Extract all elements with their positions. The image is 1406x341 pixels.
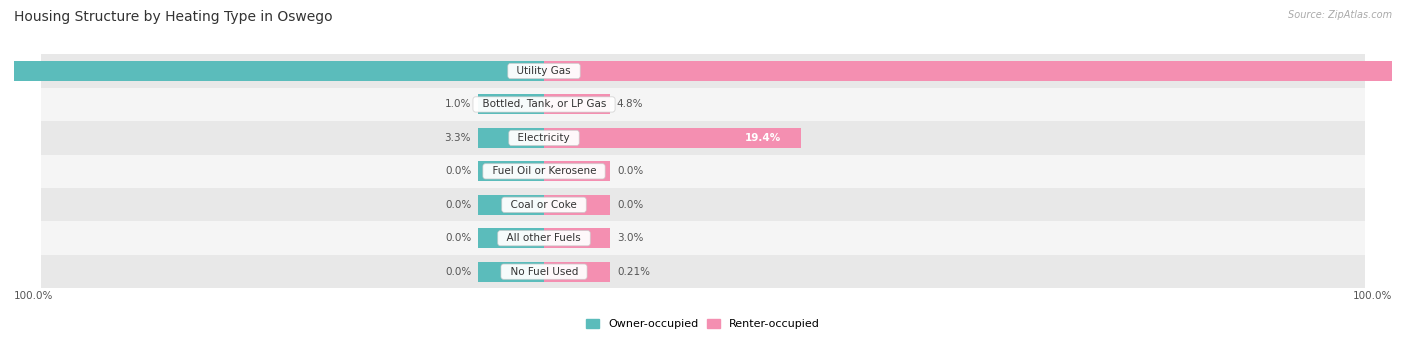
Text: 0.0%: 0.0%: [444, 166, 471, 176]
Text: 100.0%: 100.0%: [1353, 291, 1392, 301]
Bar: [41, 222, 1365, 255]
Text: 0.21%: 0.21%: [617, 267, 650, 277]
Text: 0.0%: 0.0%: [444, 200, 471, 210]
Bar: [544, 161, 610, 181]
Text: 1.0%: 1.0%: [444, 100, 471, 109]
Text: 19.4%: 19.4%: [745, 133, 782, 143]
Text: Utility Gas: Utility Gas: [510, 66, 578, 76]
Text: 3.0%: 3.0%: [617, 233, 644, 243]
Text: 0.0%: 0.0%: [617, 166, 643, 176]
Text: 0.0%: 0.0%: [444, 267, 471, 277]
Bar: [478, 262, 544, 282]
Text: 100.0%: 100.0%: [14, 291, 53, 301]
Bar: [544, 228, 610, 248]
Bar: [478, 161, 544, 181]
Bar: [478, 228, 544, 248]
Bar: [0, 61, 544, 81]
Legend: Owner-occupied, Renter-occupied: Owner-occupied, Renter-occupied: [581, 314, 825, 333]
Bar: [41, 188, 1365, 222]
Bar: [544, 128, 801, 148]
Bar: [478, 128, 544, 148]
Text: Source: ZipAtlas.com: Source: ZipAtlas.com: [1288, 10, 1392, 20]
Text: All other Fuels: All other Fuels: [501, 233, 588, 243]
Text: 4.8%: 4.8%: [617, 100, 644, 109]
Text: 0.0%: 0.0%: [444, 233, 471, 243]
Bar: [41, 54, 1365, 88]
Text: No Fuel Used: No Fuel Used: [503, 267, 585, 277]
Text: Bottled, Tank, or LP Gas: Bottled, Tank, or LP Gas: [475, 100, 613, 109]
Text: Coal or Coke: Coal or Coke: [505, 200, 583, 210]
Text: 0.0%: 0.0%: [617, 200, 643, 210]
Bar: [544, 262, 610, 282]
Bar: [478, 94, 544, 115]
Text: Electricity: Electricity: [512, 133, 576, 143]
Bar: [41, 154, 1365, 188]
Bar: [41, 121, 1365, 154]
Bar: [544, 94, 610, 115]
Bar: [544, 61, 1406, 81]
Text: Fuel Oil or Kerosene: Fuel Oil or Kerosene: [485, 166, 603, 176]
Bar: [544, 195, 610, 215]
Bar: [41, 88, 1365, 121]
Text: 3.3%: 3.3%: [444, 133, 471, 143]
Text: Housing Structure by Heating Type in Oswego: Housing Structure by Heating Type in Osw…: [14, 10, 333, 24]
Bar: [478, 195, 544, 215]
Bar: [41, 255, 1365, 288]
